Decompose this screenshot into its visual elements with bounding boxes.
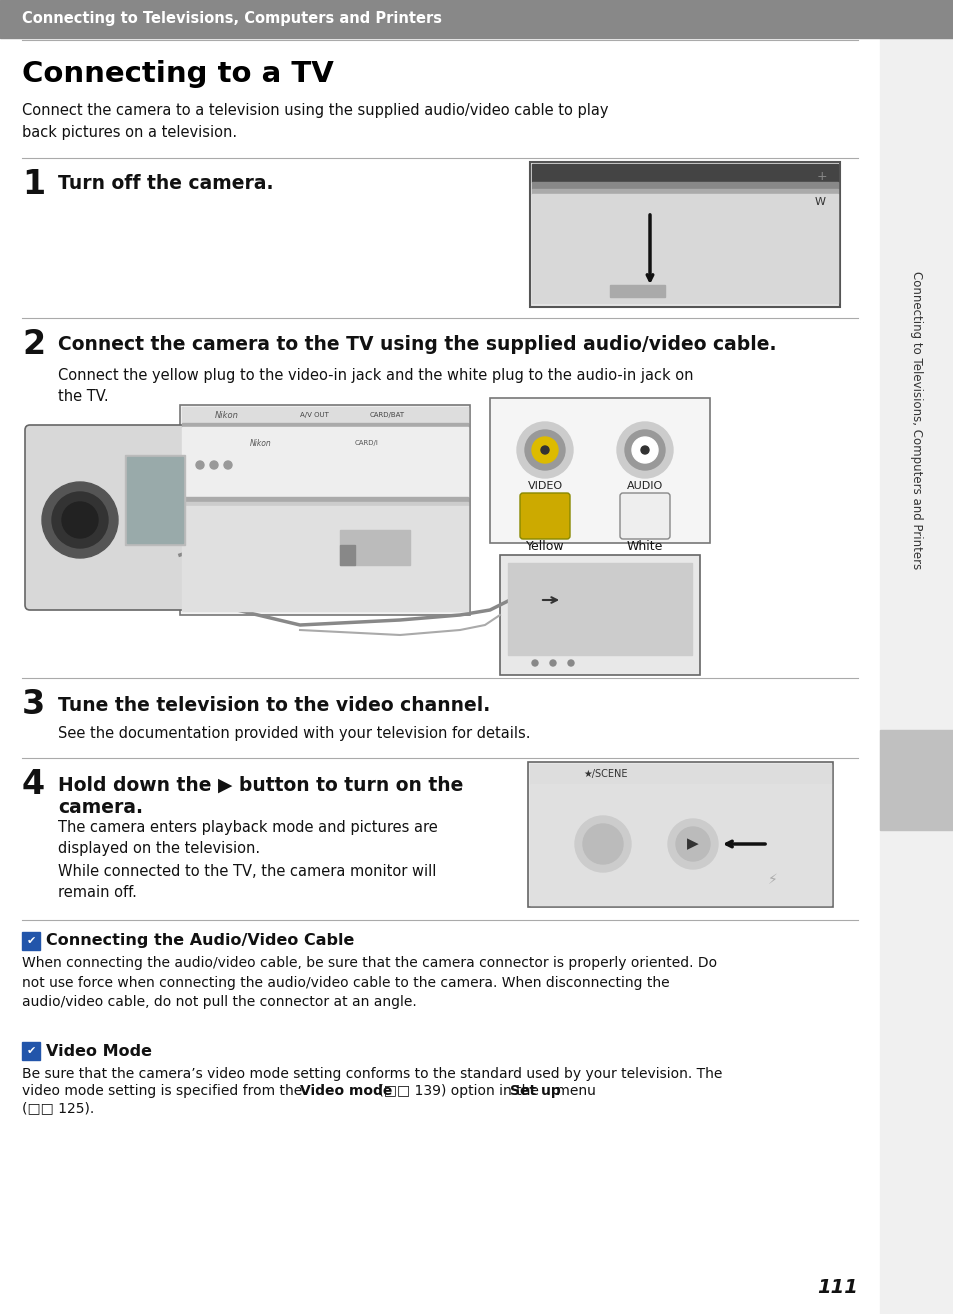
Bar [532, 183, 837, 189]
FancyBboxPatch shape [619, 493, 669, 539]
Text: Be sure that the camera’s video mode setting conforms to the standard used by yo: Be sure that the camera’s video mode set… [22, 1067, 721, 1081]
FancyBboxPatch shape [530, 162, 840, 307]
Text: Connecting to a TV: Connecting to a TV [22, 60, 334, 88]
Bar [0, 0, 953, 38]
Text: Connecting to Televisions, Computers and Printers: Connecting to Televisions, Computers and… [909, 271, 923, 569]
Text: Hold down the ▶ button to turn on the
camera.: Hold down the ▶ button to turn on the ca… [58, 777, 463, 817]
Circle shape [582, 824, 622, 865]
Circle shape [42, 482, 118, 558]
Text: Video mode: Video mode [299, 1084, 392, 1099]
Text: ON/OFF: ON/OFF [615, 289, 648, 298]
Circle shape [224, 461, 232, 469]
FancyBboxPatch shape [499, 555, 700, 675]
Text: Nikon: Nikon [250, 439, 272, 448]
Circle shape [210, 461, 218, 469]
FancyBboxPatch shape [180, 405, 470, 615]
Text: Connect the camera to a television using the supplied audio/video cable to play
: Connect the camera to a television using… [22, 102, 608, 139]
Text: Nikon: Nikon [214, 410, 238, 419]
Bar [182, 502, 468, 506]
Text: Yellow: Yellow [525, 540, 564, 553]
Bar [609, 285, 664, 297]
Text: (□□ 125).: (□□ 125). [22, 1101, 94, 1116]
FancyBboxPatch shape [25, 424, 200, 610]
Text: See the documentation provided with your television for details.: See the documentation provided with your… [58, 727, 530, 741]
Text: Connecting to Televisions, Computers and Printers: Connecting to Televisions, Computers and… [22, 12, 441, 26]
Text: While connected to the TV, the camera monitor will
remain off.: While connected to the TV, the camera mo… [58, 865, 436, 900]
Bar [339, 530, 410, 565]
Text: menu: menu [552, 1084, 596, 1099]
Circle shape [195, 461, 204, 469]
Circle shape [631, 438, 658, 463]
Text: ✔: ✔ [27, 936, 35, 946]
Text: video mode setting is specified from the: video mode setting is specified from the [22, 1084, 306, 1099]
Circle shape [524, 430, 564, 470]
Circle shape [624, 430, 664, 470]
Text: 2: 2 [22, 328, 45, 361]
Bar [530, 784, 830, 905]
Circle shape [52, 491, 108, 548]
Text: When connecting the audio/video cable, be sure that the camera connector is prop: When connecting the audio/video cable, b… [22, 957, 717, 1009]
Text: Connect the camera to the TV using the supplied audio/video cable.: Connect the camera to the TV using the s… [58, 335, 776, 353]
Circle shape [532, 438, 558, 463]
Bar [127, 457, 183, 543]
Bar [182, 407, 468, 423]
FancyBboxPatch shape [527, 762, 832, 907]
Bar [22, 1042, 40, 1060]
Text: VIDEO: VIDEO [527, 481, 562, 491]
Bar [182, 423, 468, 427]
Text: +: + [816, 170, 826, 183]
Text: ▶: ▶ [686, 837, 699, 851]
Circle shape [667, 819, 718, 869]
FancyBboxPatch shape [490, 398, 709, 543]
Bar [182, 497, 468, 502]
Text: The camera enters playback mode and pictures are
displayed on the television.: The camera enters playback mode and pict… [58, 820, 437, 855]
Bar [879, 731, 953, 830]
Circle shape [517, 422, 573, 478]
Text: ⚡: ⚡ [767, 872, 777, 887]
Bar [879, 0, 953, 1314]
FancyBboxPatch shape [519, 493, 569, 539]
Circle shape [640, 445, 648, 455]
Circle shape [62, 502, 98, 537]
Bar [530, 763, 830, 784]
Text: ✔: ✔ [27, 1046, 35, 1056]
Text: AUDIO: AUDIO [626, 481, 662, 491]
Bar [182, 427, 468, 497]
Text: A/V OUT: A/V OUT [299, 413, 329, 418]
Circle shape [532, 660, 537, 666]
Circle shape [575, 816, 630, 872]
Text: Turn off the camera.: Turn off the camera. [58, 173, 274, 193]
Text: CARD/BAT: CARD/BAT [370, 413, 405, 418]
Text: Video Mode: Video Mode [46, 1043, 152, 1059]
Text: 111: 111 [817, 1279, 857, 1297]
Text: 1: 1 [22, 168, 45, 201]
Text: White: White [626, 540, 662, 553]
Text: Connect the yellow plug to the video-in jack and the white plug to the audio-in : Connect the yellow plug to the video-in … [58, 368, 693, 403]
Bar [182, 506, 468, 611]
Text: 4: 4 [22, 767, 45, 802]
Bar [532, 194, 837, 304]
Circle shape [567, 660, 574, 666]
Circle shape [550, 660, 556, 666]
Text: Set up: Set up [510, 1084, 560, 1099]
Circle shape [540, 445, 548, 455]
Bar [125, 455, 185, 545]
Bar [532, 189, 837, 194]
Bar [339, 545, 355, 565]
Text: 3: 3 [22, 689, 45, 721]
Circle shape [617, 422, 672, 478]
Text: CARD/I: CARD/I [355, 440, 378, 445]
Text: (□□ 139) option in the: (□□ 139) option in the [374, 1084, 542, 1099]
Text: W: W [814, 197, 825, 208]
Text: Connecting the Audio/Video Cable: Connecting the Audio/Video Cable [46, 933, 354, 949]
Circle shape [676, 827, 709, 861]
Bar [22, 932, 40, 950]
Text: Tune the television to the video channel.: Tune the television to the video channel… [58, 696, 490, 715]
Text: ★/SCENE: ★/SCENE [582, 769, 627, 779]
Bar [532, 164, 837, 183]
Bar [507, 562, 691, 654]
